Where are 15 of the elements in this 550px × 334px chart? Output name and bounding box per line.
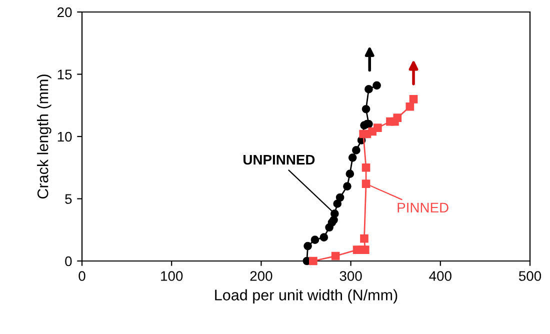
y-tick-label: 15 <box>58 70 72 80</box>
x-tick-label: 500 <box>518 271 542 281</box>
x-tick-label: 100 <box>161 271 183 281</box>
y-tick-label: 0 <box>65 256 72 266</box>
x-tick-label: 0 <box>78 271 86 281</box>
x-tick-label: 200 <box>250 271 272 281</box>
x-tick-label: 300 <box>340 271 362 281</box>
y-tick-label: 10 <box>58 132 72 142</box>
y-tick-label: 20 <box>58 7 72 18</box>
annotation: UNPINNED <box>244 154 315 165</box>
y-tick-label: 5 <box>65 194 72 204</box>
annotation: PINNED <box>398 202 448 212</box>
x-tick-label: 400 <box>429 271 452 281</box>
y-axis-title: Crack length (mm) <box>37 74 52 199</box>
x-axis-title: Load per unit width (N/mm) <box>215 289 398 304</box>
